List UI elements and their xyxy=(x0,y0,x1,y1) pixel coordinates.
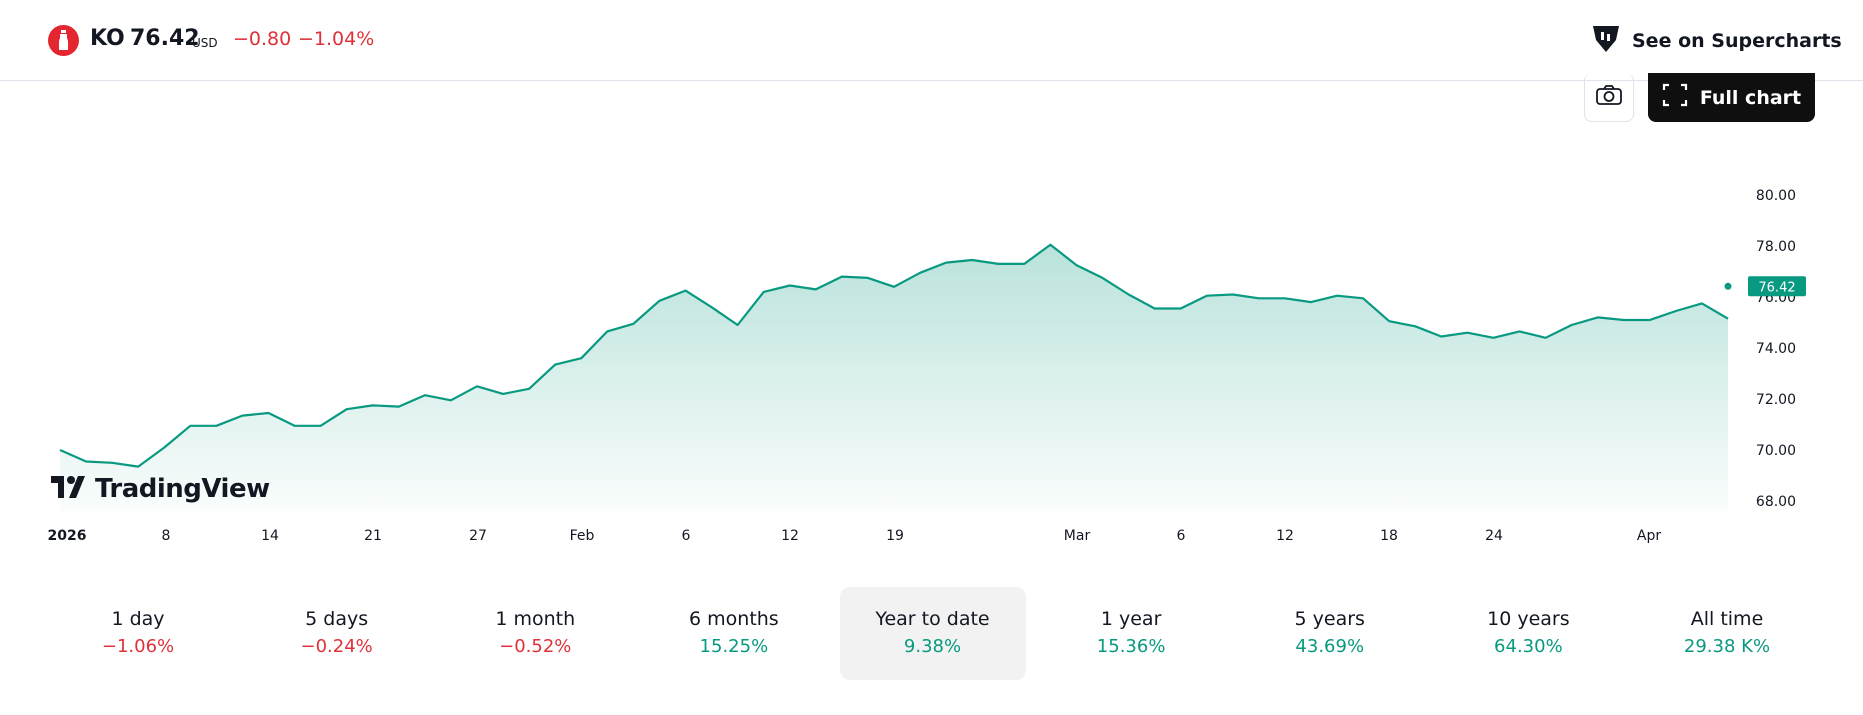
period-label: 1 month xyxy=(495,608,576,630)
period-label: 5 days xyxy=(305,608,369,630)
period-label: All time xyxy=(1690,608,1764,630)
x-tick-label: 6 xyxy=(1177,528,1186,544)
period-selector: 1 day −1.06% 5 days −0.24% 1 month −0.52% 6 mo… xyxy=(45,587,1820,680)
period-change-value: −1.06% xyxy=(101,636,175,657)
period-6-months[interactable]: 6 months 15.25% xyxy=(641,587,827,680)
y-tick-label: 68.00 xyxy=(1756,494,1796,510)
period-change-value: −0.24% xyxy=(300,636,373,657)
see-on-supercharts-link[interactable]: See on Supercharts xyxy=(1590,24,1842,58)
last-price-marker xyxy=(1724,282,1732,290)
period-5-years[interactable]: 5 years 43.69% xyxy=(1237,587,1423,680)
period-change-value: 15.36% xyxy=(1096,636,1166,657)
last-price: 76.42 xyxy=(130,26,200,51)
x-tick-label: 19 xyxy=(886,528,904,544)
last-price-badge xyxy=(1748,276,1806,297)
full-chart-label: Full chart xyxy=(1699,86,1802,109)
y-tick-label: 70.00 xyxy=(1756,443,1796,459)
period-10-years[interactable]: 10 years 64.30% xyxy=(1435,587,1621,680)
period-label: 5 years xyxy=(1294,608,1365,630)
period-change-value: 9.38% xyxy=(903,636,962,657)
y-tick-label: 72.00 xyxy=(1756,392,1796,408)
period-label: 1 year xyxy=(1100,608,1162,630)
x-tick-label: Mar xyxy=(1064,528,1091,544)
x-tick-label: 12 xyxy=(1276,528,1294,544)
x-tick-label: 2026 xyxy=(48,528,87,544)
tradingview-logo-icon xyxy=(51,476,89,502)
x-tick-label: 14 xyxy=(261,528,279,544)
period-5-days[interactable]: 5 days −0.24% xyxy=(244,587,430,680)
period-label: 1 day xyxy=(111,608,165,630)
ticker-symbol: KO xyxy=(90,26,125,51)
period-all-time[interactable]: All time 29.38 K% xyxy=(1634,587,1820,680)
period-change-value: −0.52% xyxy=(499,636,572,657)
x-tick-label: 24 xyxy=(1485,528,1503,544)
price-area-fill xyxy=(60,244,1728,511)
period-1-day[interactable]: 1 day −1.06% xyxy=(45,587,231,680)
y-tick-label: 74.00 xyxy=(1756,341,1796,357)
screenshot-button[interactable] xyxy=(1584,73,1634,122)
x-tick-label: 8 xyxy=(162,528,171,544)
x-tick-label: 27 xyxy=(469,528,487,544)
header: KO 76.42 USD −0.80 −1.04% See on Superch… xyxy=(0,0,1863,81)
x-tick-label: 21 xyxy=(364,528,382,544)
x-tick-label: 18 xyxy=(1380,528,1398,544)
price-line xyxy=(59,243,1729,468)
y-tick-label: 78.00 xyxy=(1756,239,1796,255)
period-label: 10 years xyxy=(1487,608,1570,630)
x-tick-label: Apr xyxy=(1637,528,1661,544)
fullscreen-icon xyxy=(1662,82,1688,113)
period-change-value: 43.69% xyxy=(1295,636,1365,657)
period-change-value: 64.30% xyxy=(1494,636,1563,657)
currency-label: USD xyxy=(192,36,218,50)
period-change-value: 15.25% xyxy=(699,636,769,657)
tradingview-watermark: TradingView xyxy=(51,474,270,504)
period-year-to-date[interactable]: Year to date 9.38% xyxy=(839,587,1026,680)
supercharts-label: See on Supercharts xyxy=(1632,30,1842,52)
period-label: Year to date xyxy=(875,608,990,630)
x-tick-label: Feb xyxy=(570,528,595,544)
price-change-percent: −1.04% xyxy=(298,28,375,50)
x-tick-label: 12 xyxy=(781,528,799,544)
tradingview-wordmark: TradingView xyxy=(95,474,270,504)
period-1-year[interactable]: 1 year 15.36% xyxy=(1038,587,1224,680)
camera-icon xyxy=(1595,83,1623,111)
period-label: 6 months xyxy=(689,608,779,630)
coca-cola-logo-icon xyxy=(48,25,79,56)
supercharts-icon xyxy=(1590,23,1622,59)
full-chart-button[interactable]: Full chart xyxy=(1648,73,1815,122)
y-tick-label: 80.00 xyxy=(1756,188,1796,204)
x-tick-label: 6 xyxy=(682,528,691,544)
price-change: −0.80 xyxy=(233,28,292,50)
period-1-month[interactable]: 1 month −0.52% xyxy=(442,587,628,680)
last-price-badge-label: 76.42 xyxy=(1758,280,1795,295)
period-change-value: 29.38 K% xyxy=(1683,636,1771,657)
